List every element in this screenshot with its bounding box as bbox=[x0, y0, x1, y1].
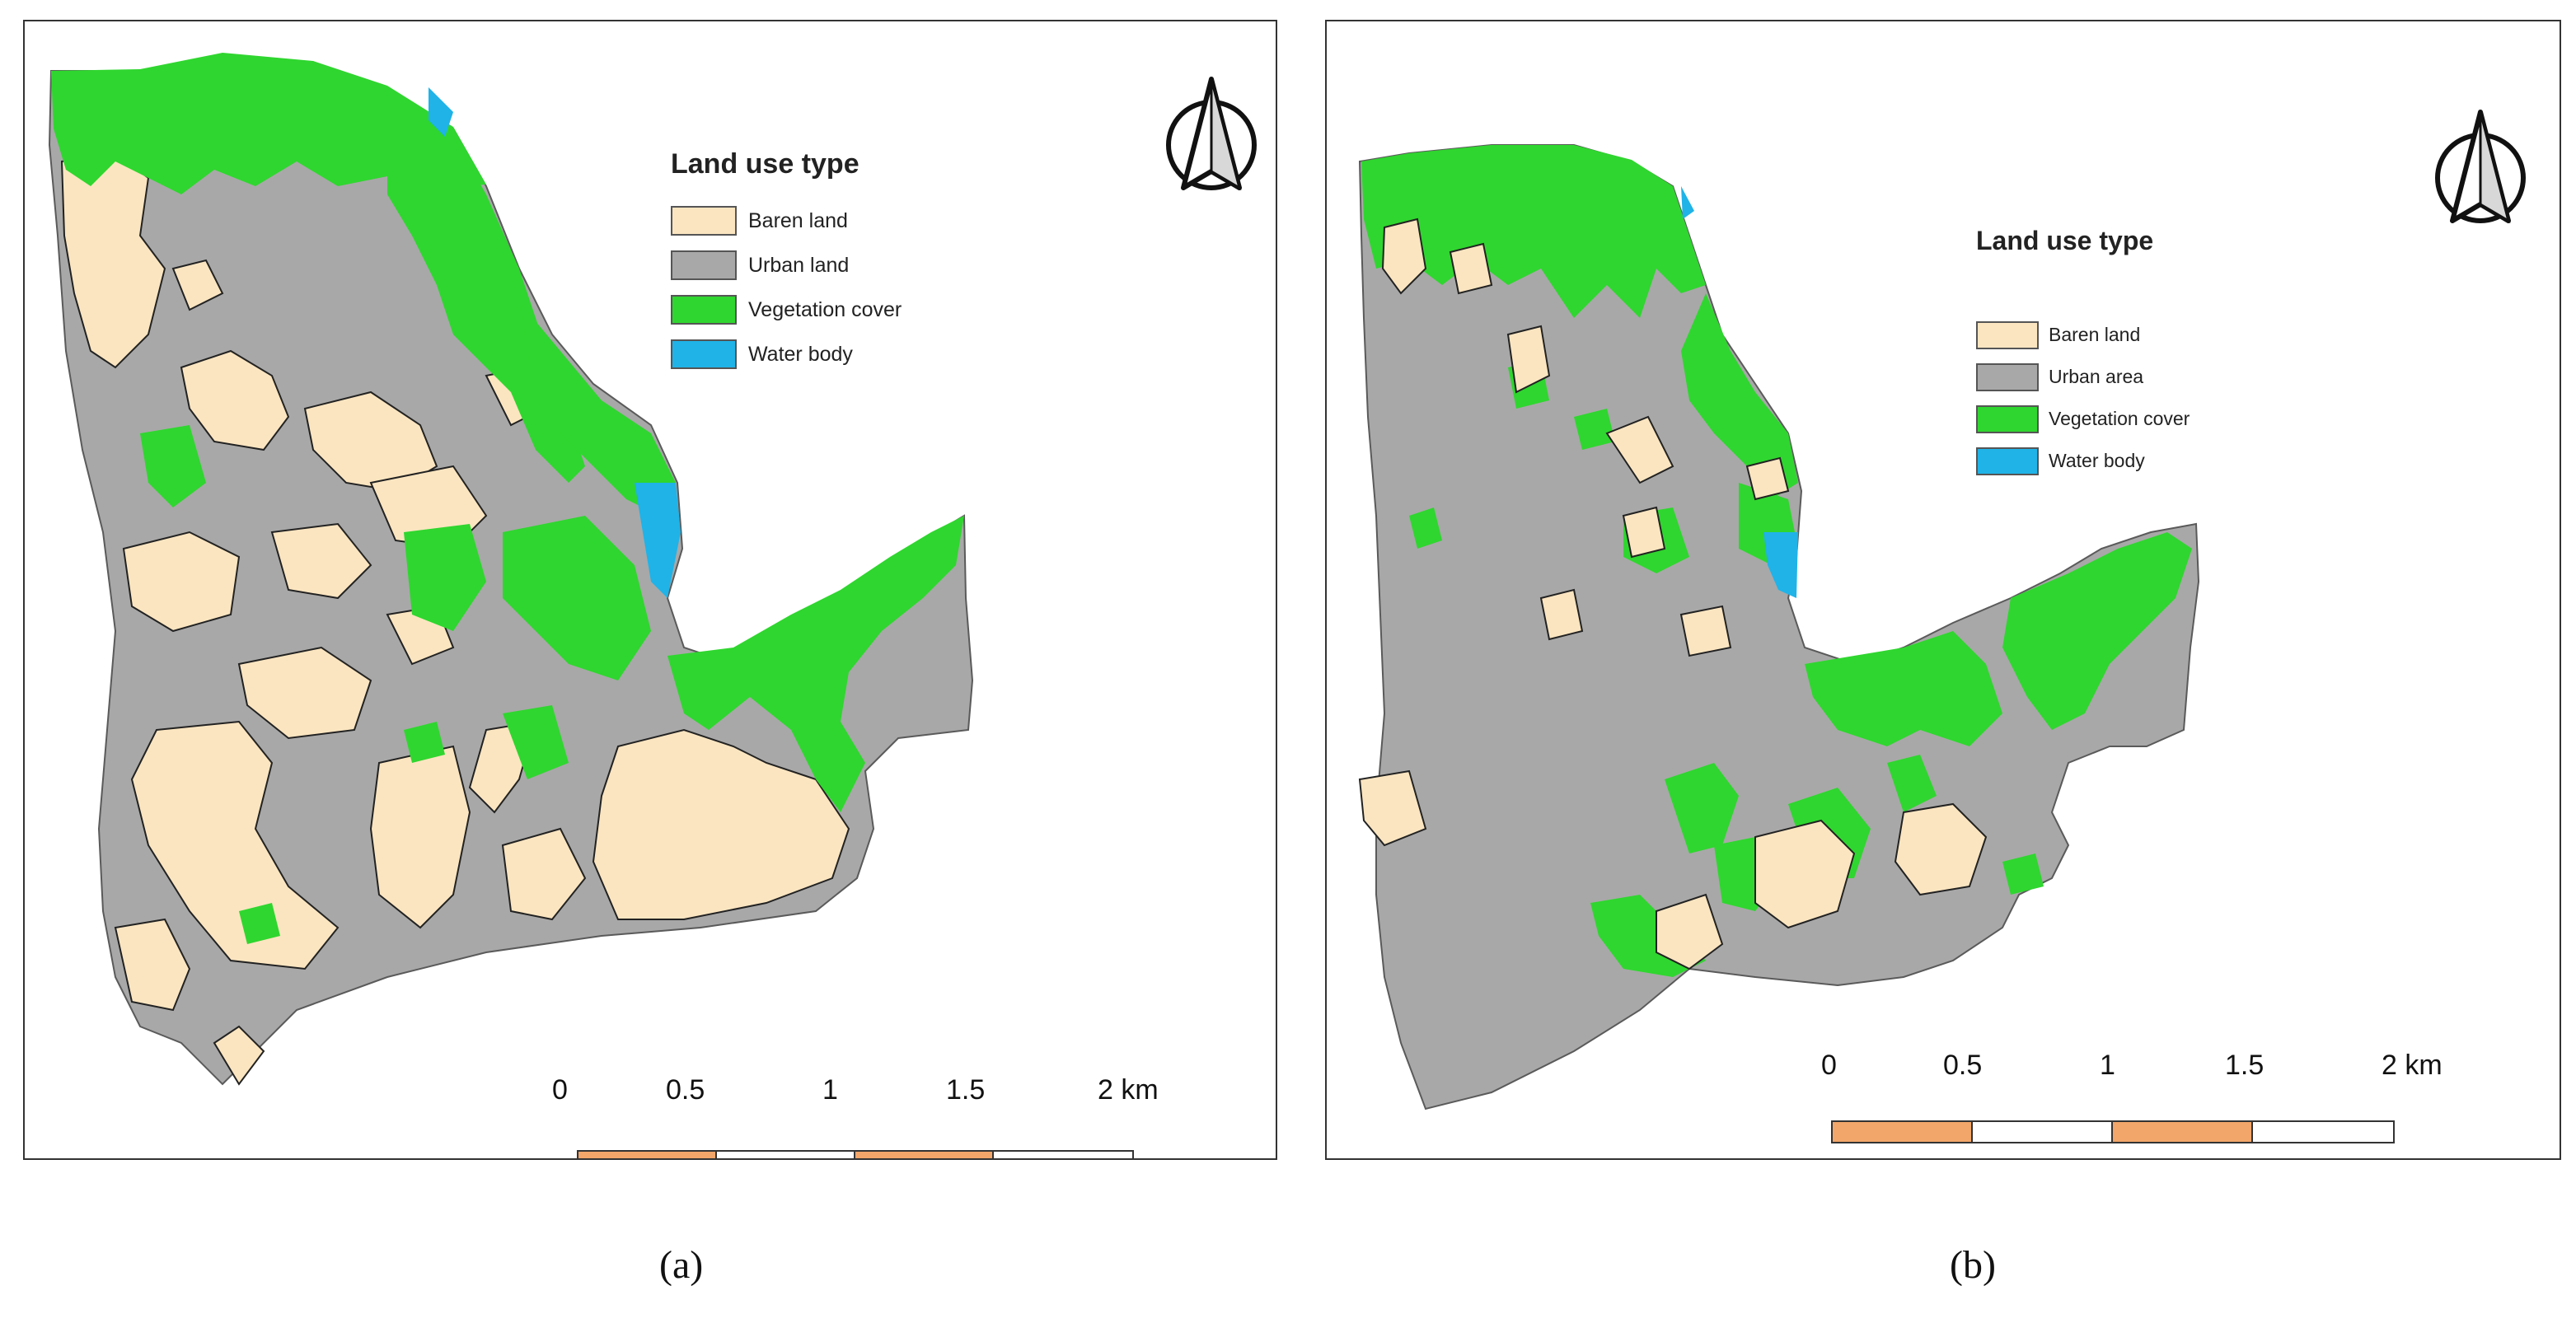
scale-tick: 2 km bbox=[2382, 1050, 2443, 1081]
map-panel-a: Land use type Baren land Urban land Vege… bbox=[23, 20, 1277, 1160]
vegetation-swatch bbox=[671, 295, 737, 325]
legend-label: Urban land bbox=[748, 253, 850, 277]
scale-tick: 0.5 bbox=[666, 1074, 705, 1106]
map-legend-a: Land use type Baren land Urban land Vege… bbox=[671, 148, 902, 376]
scale-segment bbox=[994, 1152, 1132, 1158]
north-arrow-icon bbox=[2435, 110, 2526, 224]
scale-tick: 0 bbox=[552, 1074, 568, 1106]
legend-item-urban: Urban land bbox=[671, 243, 902, 288]
scale-bar-segments bbox=[1831, 1120, 2395, 1143]
vegetation-swatch bbox=[1976, 404, 2039, 433]
land-use-map-a bbox=[48, 53, 974, 1086]
scale-tick: 2 km bbox=[1098, 1074, 1159, 1106]
legend-item-vegetation: Vegetation cover bbox=[1976, 398, 2190, 440]
legend-label: Vegetation cover bbox=[2049, 408, 2190, 429]
barren-swatch bbox=[1976, 320, 2039, 349]
scale-tick-labels: 0 0.5 1 1.5 2 km bbox=[552, 1074, 1211, 1111]
scale-segment bbox=[855, 1152, 994, 1158]
legend-item-water: Water body bbox=[1976, 440, 2190, 482]
scale-tick: 1.5 bbox=[2225, 1050, 2265, 1081]
scale-tick: 1 bbox=[822, 1074, 838, 1106]
legend-item-urban: Urban area bbox=[1976, 356, 2190, 398]
caption-a: (a) bbox=[659, 1243, 704, 1287]
legend-label: Baren land bbox=[748, 208, 848, 232]
legend-title: Land use type bbox=[671, 148, 859, 180]
water-swatch bbox=[671, 339, 737, 369]
legend-item-vegetation: Vegetation cover bbox=[671, 288, 902, 332]
legend-item-water: Water body bbox=[671, 332, 902, 376]
scale-tick: 0.5 bbox=[1943, 1050, 1983, 1081]
legend-label: Urban area bbox=[2049, 366, 2144, 387]
north-arrow-icon bbox=[1166, 77, 1257, 191]
vegetation-patches-a bbox=[51, 53, 964, 944]
land-use-map-b bbox=[1358, 144, 2200, 1111]
scale-bar-segments bbox=[577, 1150, 1134, 1158]
map-legend-b: Land use type Baren land Urban area Vege… bbox=[1976, 226, 2190, 482]
scale-segment bbox=[1973, 1122, 2113, 1142]
scale-segment bbox=[717, 1152, 855, 1158]
scale-tick: 1 bbox=[2100, 1050, 2115, 1081]
water-patches-b bbox=[1681, 186, 1798, 598]
scale-segment bbox=[578, 1152, 717, 1158]
urban-swatch bbox=[1976, 362, 2039, 391]
barren-patches-b bbox=[1358, 217, 1988, 970]
barren-swatch bbox=[671, 206, 737, 236]
scale-segment bbox=[2113, 1122, 2253, 1142]
scale-bar-b: 0 0.5 1 1.5 2 km bbox=[1821, 1050, 2480, 1143]
caption-b: (b) bbox=[1950, 1243, 1996, 1287]
urban-swatch bbox=[671, 250, 737, 280]
district-outline-b bbox=[1358, 144, 2200, 1111]
water-swatch bbox=[1976, 447, 2039, 475]
map-panel-b: Land use type Baren land Urban area Vege… bbox=[1325, 20, 2561, 1160]
scale-segment bbox=[1833, 1122, 1973, 1142]
scale-tick: 1.5 bbox=[946, 1074, 986, 1106]
scale-segment bbox=[2253, 1122, 2393, 1142]
water-patches-a bbox=[429, 87, 681, 598]
legend-label: Baren land bbox=[2049, 324, 2141, 345]
legend-item-barren: Baren land bbox=[671, 199, 902, 243]
legend-label: Water body bbox=[2049, 450, 2145, 471]
legend-label: Water body bbox=[748, 342, 853, 366]
scale-tick-labels: 0 0.5 1 1.5 2 km bbox=[1821, 1050, 2480, 1086]
scale-tick: 0 bbox=[1821, 1050, 1837, 1081]
scale-bar-a: 0 0.5 1 1.5 2 km bbox=[552, 1074, 1211, 1158]
legend-label: Vegetation cover bbox=[748, 297, 902, 321]
legend-title: Land use type bbox=[1976, 226, 2154, 255]
legend-item-barren: Baren land bbox=[1976, 314, 2190, 356]
